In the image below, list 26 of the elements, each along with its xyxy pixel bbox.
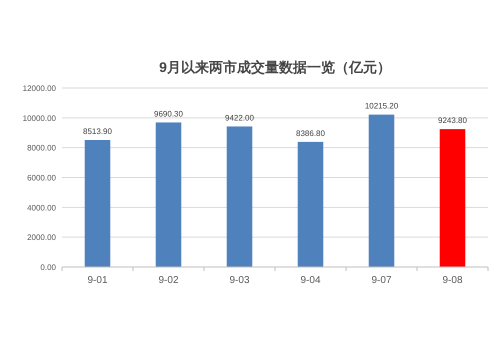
- chart-title: 9月以来两市成交量数据一览（亿元）: [159, 59, 391, 75]
- y-tick-label: 10000.00: [22, 114, 57, 123]
- y-tick-label: 0.00: [40, 263, 57, 272]
- data-label: 9422.00: [225, 113, 255, 122]
- y-tick-label: 4000.00: [27, 203, 57, 212]
- bar: [156, 122, 182, 267]
- x-tick-label: 9-03: [229, 275, 250, 286]
- data-label: 9243.80: [438, 116, 468, 126]
- bar: [368, 114, 394, 267]
- data-label: 10215.20: [364, 102, 399, 111]
- bar: [440, 129, 466, 267]
- data-label: 9690.30: [154, 109, 184, 118]
- y-tick-label: 2000.00: [27, 233, 57, 242]
- y-tick-label: 6000.00: [27, 174, 57, 182]
- x-tick-label: 9-02: [158, 275, 179, 286]
- x-tick-label: 9-01: [87, 275, 108, 286]
- bar: [84, 140, 110, 267]
- x-tick-label: 9-08: [442, 275, 463, 286]
- x-tick-label: 9-04: [300, 275, 321, 286]
- y-tick-label: 12000.00: [22, 84, 57, 93]
- data-label: 8513.90: [83, 127, 113, 136]
- x-tick-label: 9-07: [371, 275, 392, 286]
- data-label: 8386.80: [296, 128, 326, 138]
- y-tick-label: 8000.00: [27, 144, 57, 153]
- bar: [226, 126, 252, 267]
- bar: [298, 142, 324, 267]
